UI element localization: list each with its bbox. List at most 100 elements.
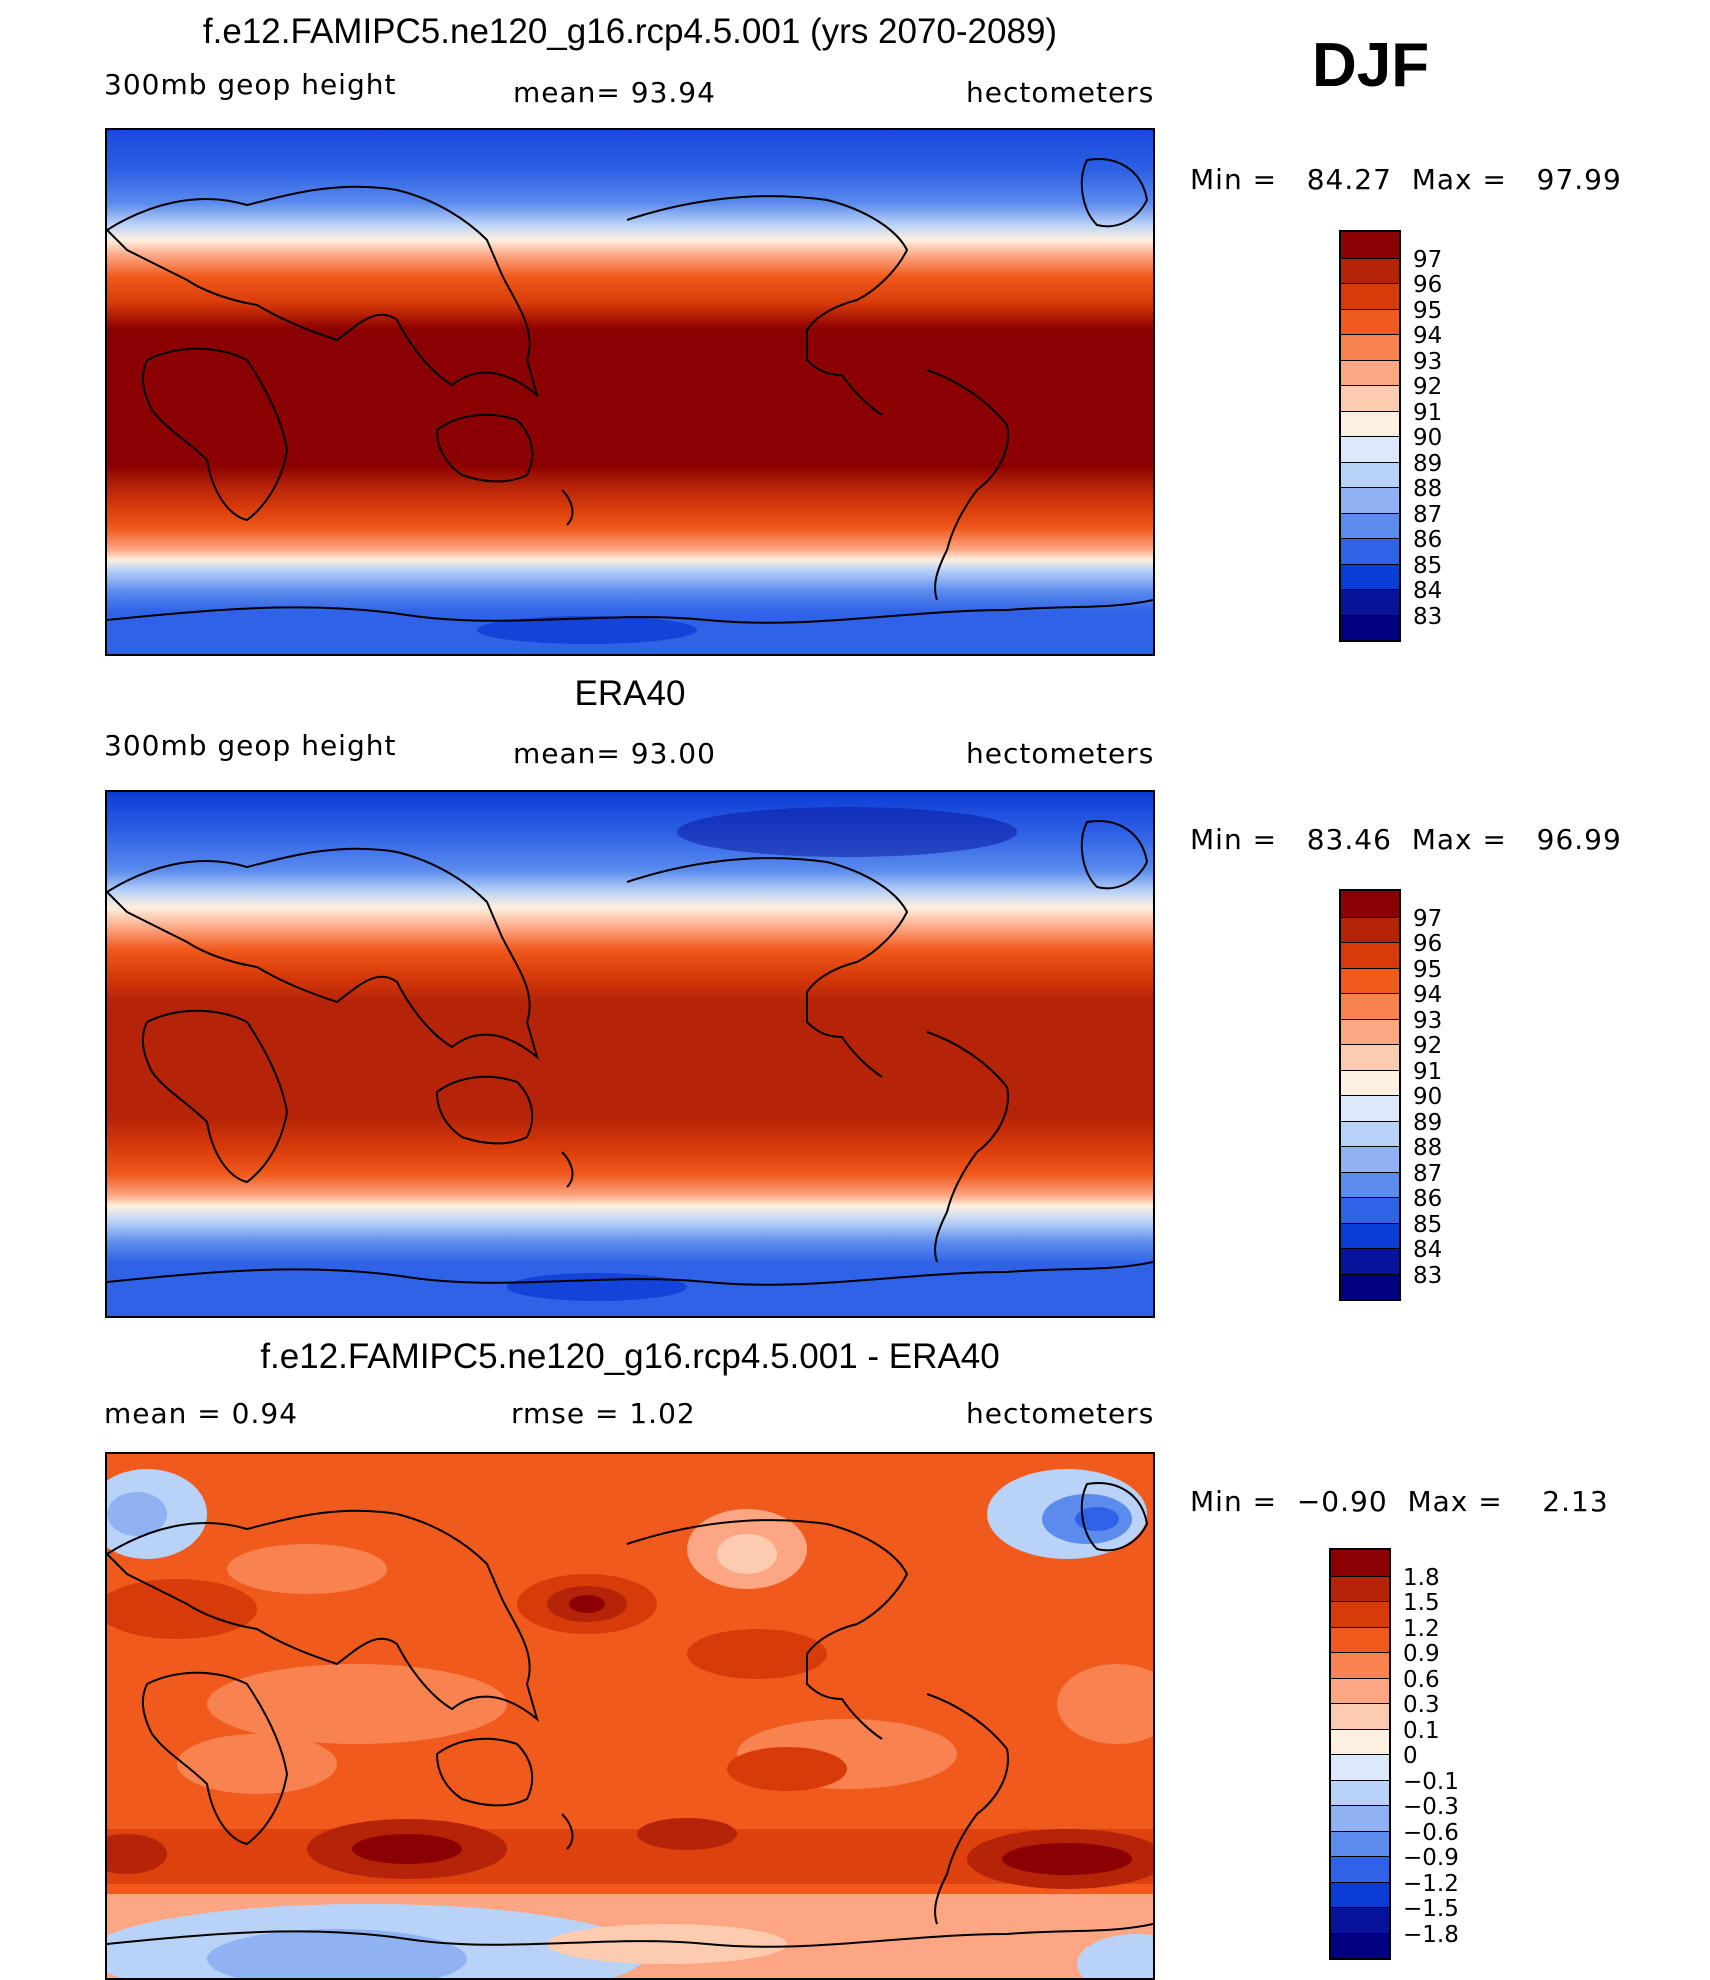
colorbar-swatch: [1341, 1044, 1399, 1070]
colorbar-swatch: [1331, 1932, 1389, 1958]
colorbar-swatch: [1331, 1626, 1389, 1652]
colorbar-swatch: [1331, 1881, 1389, 1907]
colorbar-label: 84: [1413, 578, 1443, 604]
colorbar-label: −1.2: [1403, 1870, 1459, 1897]
colorbar-label: 1.2: [1403, 1615, 1440, 1642]
colorbar-swatch: [1331, 1652, 1389, 1678]
colorbar-label: 0.9: [1403, 1641, 1440, 1667]
colorbar-label: −0.3: [1403, 1794, 1459, 1820]
colorbar-label: 1.5: [1403, 1590, 1440, 1616]
anomaly-blobs: [107, 1469, 1153, 1978]
colorbar-label: 83: [1413, 603, 1443, 630]
colorbar-label: 87: [1413, 501, 1443, 528]
colorbar-label: 95: [1413, 297, 1443, 324]
colorbar-label: 90: [1413, 1084, 1443, 1110]
panel-1-units-label: hectometers: [966, 76, 1155, 109]
colorbar-label: −1.5: [1403, 1896, 1459, 1922]
colorbar-label: 92: [1413, 374, 1443, 400]
panel-3-units-label: hectometers: [966, 1397, 1155, 1430]
colorbar-swatch: [1331, 1728, 1389, 1754]
colorbar-label: 94: [1413, 323, 1443, 349]
colorbar-swatch: [1331, 1601, 1389, 1627]
colorbar-label: 97: [1413, 246, 1443, 273]
panel-1-title: f.e12.FAMIPC5.ne120_g16.rcp4.5.001 (yrs …: [202, 12, 1058, 51]
colorbar-swatch: [1341, 512, 1399, 538]
colorbar-label: 1.8: [1403, 1564, 1440, 1591]
colorbar-swatch: [1331, 1830, 1389, 1856]
panel-2-colorbar: [1339, 889, 1401, 1301]
panel-2-units-label: hectometers: [966, 737, 1155, 770]
colorbar-swatch: [1331, 1907, 1389, 1933]
colorbar-label: 93: [1413, 1007, 1443, 1034]
colorbar-swatch: [1341, 487, 1399, 513]
colorbar-swatch: [1341, 257, 1399, 283]
low-anomaly-antarctic: [507, 1273, 687, 1301]
colorbar-label: −0.6: [1403, 1819, 1459, 1846]
colorbar-swatch: [1341, 614, 1399, 640]
colorbar-swatch: [1341, 1146, 1399, 1172]
colorbar-swatch: [1341, 538, 1399, 564]
colorbar-label: −0.9: [1403, 1845, 1459, 1871]
colorbar-label: 83: [1413, 1262, 1443, 1289]
colorbar-label: 0.1: [1403, 1717, 1440, 1744]
panel-2-map: [105, 790, 1155, 1318]
low-anomaly-arctic: [677, 807, 1017, 857]
colorbar-label: 85: [1413, 552, 1443, 579]
colorbar-label: 96: [1413, 931, 1443, 957]
colorbar-swatch: [1331, 1703, 1389, 1729]
panel-3-title: f.e12.FAMIPC5.ne120_g16.rcp4.5.001 - ERA…: [260, 1337, 1000, 1376]
panel-1-map-svg: [107, 130, 1153, 654]
colorbar-swatch: [1341, 589, 1399, 615]
colorbar-swatch: [1331, 1856, 1389, 1882]
colorbar-label: 0.6: [1403, 1666, 1440, 1693]
colorbar-label: 86: [1413, 527, 1443, 553]
coastlines: [107, 1482, 1153, 1948]
colorbar-swatch: [1331, 1550, 1389, 1576]
colorbar-swatch: [1341, 563, 1399, 589]
colorbar-label: 0.3: [1403, 1692, 1440, 1718]
panel-3-colorbar: [1329, 1548, 1391, 1960]
low-anomaly-antarctic: [477, 616, 697, 644]
panel-2-variable-label: 300mb geop height: [104, 729, 397, 762]
panel-2-minmax: Min = 83.46 Max = 96.99: [1190, 823, 1622, 856]
colorbar-label: −0.1: [1403, 1768, 1459, 1795]
colorbar-label: 89: [1413, 450, 1443, 477]
panel-1-minmax: Min = 84.27 Max = 97.99: [1190, 163, 1622, 196]
colorbar-swatch: [1341, 461, 1399, 487]
colorbar-swatch: [1341, 1197, 1399, 1223]
colorbar-label: 85: [1413, 1211, 1443, 1238]
panel-2-mean-label: mean= 93.00: [513, 737, 716, 770]
colorbar-label: 88: [1413, 476, 1443, 502]
colorbar-label: 93: [1413, 348, 1443, 375]
colorbar-swatch: [1341, 385, 1399, 411]
colorbar-swatch: [1331, 1575, 1389, 1601]
panel-3-rmse-label: rmse = 1.02: [511, 1397, 696, 1430]
colorbar-label: 91: [1413, 399, 1443, 426]
colorbar-label: 95: [1413, 956, 1443, 983]
colorbar-swatch: [1341, 891, 1399, 917]
colorbar-label: 86: [1413, 1186, 1443, 1212]
colorbar-swatch: [1331, 1805, 1389, 1831]
field-fill: [107, 130, 1153, 654]
colorbar-swatch: [1341, 334, 1399, 360]
colorbar-label: 97: [1413, 905, 1443, 932]
colorbar-label: 89: [1413, 1109, 1443, 1136]
colorbar-swatch: [1341, 1120, 1399, 1146]
colorbar-swatch: [1341, 916, 1399, 942]
panel-1-variable-label: 300mb geop height: [104, 68, 397, 101]
colorbar-label: −1.8: [1403, 1921, 1459, 1948]
colorbar-label: 94: [1413, 982, 1443, 1008]
colorbar-swatch: [1341, 308, 1399, 334]
panel-3-minmax: Min = −0.90 Max = 2.13: [1190, 1485, 1609, 1518]
colorbar-swatch: [1341, 1069, 1399, 1095]
colorbar-swatch: [1341, 1171, 1399, 1197]
colorbar-swatch: [1341, 436, 1399, 462]
colorbar-swatch: [1341, 1248, 1399, 1274]
colorbar-swatch: [1341, 232, 1399, 258]
colorbar-swatch: [1341, 1018, 1399, 1044]
colorbar-swatch: [1341, 967, 1399, 993]
panel-2-title: ERA40: [574, 674, 686, 713]
colorbar-swatch: [1341, 1222, 1399, 1248]
colorbar-label: 96: [1413, 272, 1443, 298]
panel-1-colorbar: [1339, 230, 1401, 642]
